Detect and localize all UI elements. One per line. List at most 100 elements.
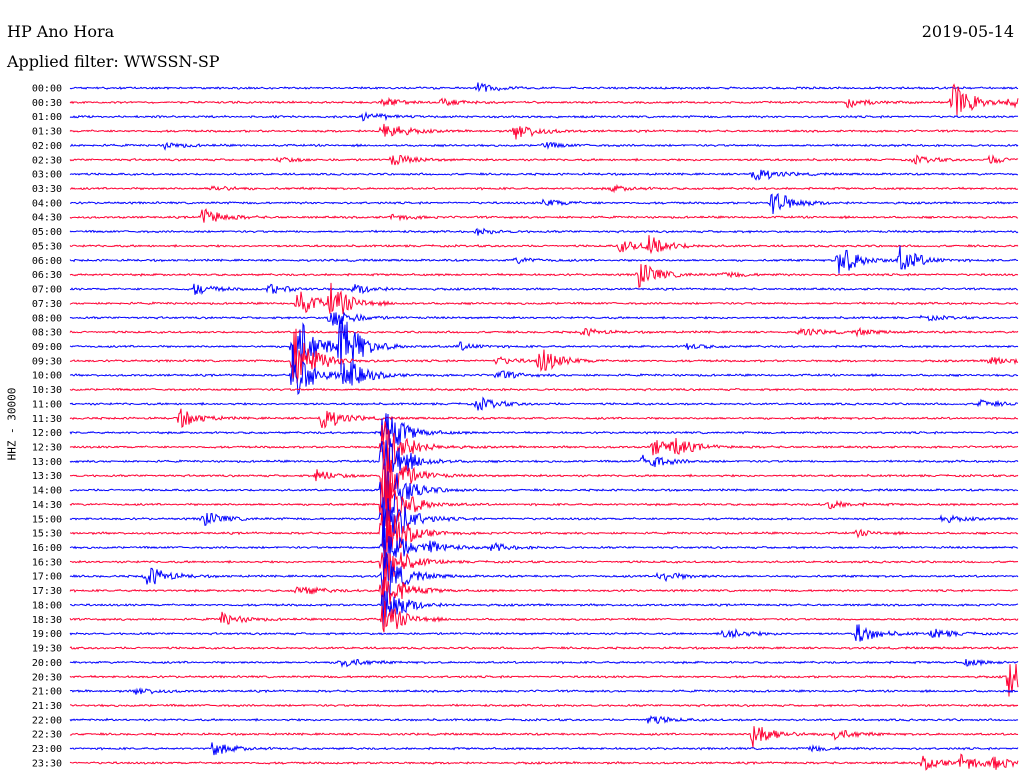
row-time-label: 22:30 bbox=[32, 730, 62, 741]
seismic-trace-row bbox=[69, 687, 1019, 695]
row-time-label: 05:30 bbox=[32, 241, 62, 252]
seismic-trace-row bbox=[69, 408, 1019, 429]
seismic-trace-row bbox=[69, 183, 1018, 194]
seismic-trace-row bbox=[69, 264, 1019, 288]
seismic-trace-row bbox=[69, 497, 1019, 543]
row-time-label: 07:00 bbox=[32, 285, 62, 296]
row-time-label: 08:30 bbox=[32, 328, 62, 339]
seismic-trace-row bbox=[69, 111, 1019, 122]
row-time-label: 01:00 bbox=[32, 112, 62, 123]
seismic-trace-row bbox=[69, 421, 1019, 474]
seismic-trace-row bbox=[69, 123, 1019, 140]
seismic-trace-row bbox=[69, 726, 1019, 748]
row-time-label: 04:30 bbox=[32, 213, 62, 224]
row-time-label: 13:30 bbox=[32, 471, 62, 482]
station-title: HP Ano Hora bbox=[7, 22, 115, 41]
row-time-label: 09:00 bbox=[32, 342, 62, 353]
row-time-label: 21:30 bbox=[32, 701, 62, 712]
row-time-label: 03:00 bbox=[32, 170, 62, 181]
seismic-trace-row bbox=[69, 502, 1019, 563]
row-time-label: 06:00 bbox=[32, 256, 62, 267]
seismic-trace-row bbox=[69, 624, 1019, 642]
seismic-trace-row bbox=[69, 663, 1019, 697]
row-time-label: 14:30 bbox=[32, 500, 62, 511]
row-time-label: 07:30 bbox=[32, 299, 62, 310]
seismic-trace-row bbox=[69, 715, 1019, 725]
seismic-trace-row bbox=[69, 282, 1019, 315]
row-time-label: 14:00 bbox=[32, 486, 62, 497]
seismic-trace-row bbox=[69, 458, 1019, 528]
seismic-trace-row bbox=[69, 438, 1019, 473]
seismic-trace-row bbox=[69, 576, 1019, 610]
row-time-label: 23:30 bbox=[32, 758, 62, 769]
seismic-trace-row bbox=[69, 703, 1019, 708]
row-time-label: 08:00 bbox=[32, 313, 62, 324]
row-time-label: 02:30 bbox=[32, 155, 62, 166]
seismic-trace-row bbox=[69, 326, 1019, 338]
row-time-label: 12:30 bbox=[32, 443, 62, 454]
seismic-trace-row bbox=[69, 235, 1019, 255]
seismic-trace-row bbox=[69, 227, 1019, 236]
row-time-label: 15:00 bbox=[32, 514, 62, 525]
row-time-label: 00:30 bbox=[32, 98, 62, 109]
seismic-trace-row bbox=[69, 441, 1019, 507]
row-time-label: 19:00 bbox=[32, 629, 62, 640]
row-time-label: 00:00 bbox=[32, 84, 62, 95]
seismic-trace-row bbox=[69, 82, 1019, 93]
row-time-label: 06:30 bbox=[32, 270, 62, 281]
seismic-trace-row bbox=[69, 520, 1018, 572]
seismic-trace-row bbox=[69, 413, 1019, 446]
seismic-trace-row bbox=[69, 387, 1019, 392]
row-time-label: 21:00 bbox=[32, 687, 62, 698]
seismic-trace-row bbox=[69, 283, 1019, 296]
seismic-trace-row bbox=[69, 600, 1019, 633]
seismic-trace-row bbox=[69, 154, 1019, 166]
row-time-label: 16:30 bbox=[32, 557, 62, 568]
seismic-trace-row bbox=[69, 83, 1019, 116]
seismic-trace-row bbox=[69, 245, 1019, 274]
seismic-trace-row bbox=[69, 551, 1019, 598]
row-time-label: 17:00 bbox=[32, 572, 62, 583]
row-time-label: 10:00 bbox=[32, 371, 62, 382]
row-time-label: 12:00 bbox=[32, 428, 62, 439]
row-time-label: 11:30 bbox=[32, 414, 62, 425]
seismic-trace-row bbox=[69, 311, 1019, 326]
row-time-label: 17:30 bbox=[32, 586, 62, 597]
seismic-trace-row bbox=[69, 549, 1019, 589]
seismic-trace-row bbox=[69, 344, 1019, 396]
seismic-trace-row bbox=[69, 658, 1019, 669]
seismic-trace-row bbox=[69, 208, 1019, 223]
seismic-trace-row bbox=[69, 192, 1019, 215]
row-time-label: 19:30 bbox=[32, 644, 62, 655]
row-time-label: 20:00 bbox=[32, 658, 62, 669]
seismic-trace-row bbox=[69, 753, 1019, 771]
row-time-label: 03:30 bbox=[32, 184, 62, 195]
row-time-label: 04:00 bbox=[32, 198, 62, 209]
seismic-trace-row bbox=[69, 169, 1018, 181]
row-time-label: 22:00 bbox=[32, 715, 62, 726]
row-time-label: 23:00 bbox=[32, 744, 62, 755]
seismic-trace-row bbox=[69, 742, 1019, 756]
row-time-label: 18:00 bbox=[32, 600, 62, 611]
row-time-label: 20:30 bbox=[32, 672, 62, 683]
row-time-label: 15:30 bbox=[32, 529, 62, 540]
row-time-label: 11:00 bbox=[32, 399, 62, 410]
row-time-label: 05:00 bbox=[32, 227, 62, 238]
row-time-label: 13:00 bbox=[32, 457, 62, 468]
row-time-label: 02:00 bbox=[32, 141, 62, 152]
seismic-trace-row bbox=[69, 646, 1019, 650]
seismic-trace-row bbox=[69, 328, 1019, 384]
row-time-label: 01:30 bbox=[32, 127, 62, 138]
seismic-trace-row bbox=[69, 396, 1019, 411]
row-time-label: 18:30 bbox=[32, 615, 62, 626]
seismic-trace-row bbox=[69, 141, 1019, 151]
seismic-trace-row bbox=[69, 465, 1019, 535]
row-time-label: 09:30 bbox=[32, 356, 62, 367]
filter-label: Applied filter: WWSSN-SP bbox=[7, 52, 220, 71]
row-time-label: 16:00 bbox=[32, 543, 62, 554]
plot-date: 2019-05-14 bbox=[921, 22, 1014, 41]
seismic-trace-row bbox=[69, 315, 1019, 382]
seismic-trace-row bbox=[69, 590, 1019, 627]
row-time-label: 10:30 bbox=[32, 385, 62, 396]
